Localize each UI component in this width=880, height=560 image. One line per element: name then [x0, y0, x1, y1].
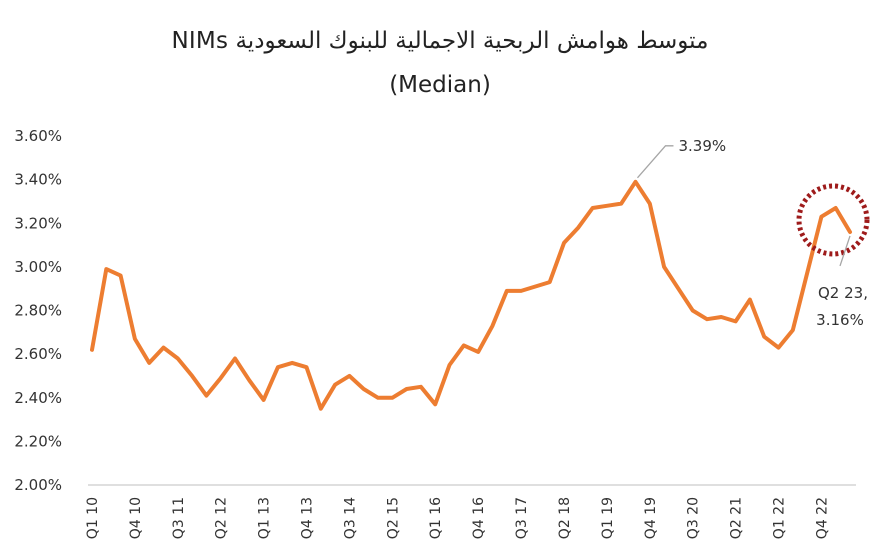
annotation-layer: 3.39% Q2 23, 3.16% [636, 137, 870, 329]
x-tick-label: Q3 14 [342, 497, 358, 539]
x-tick-label: Q3 20 [686, 497, 702, 539]
series-layer [90, 179, 852, 411]
x-tick-label: Q4 13 [300, 497, 316, 539]
x-tick-label: Q1 16 [428, 497, 444, 539]
x-tick-label: Q1 22 [771, 497, 787, 539]
chart-title: متوسط هوامش الربحية الاجمالية للبنوك الس… [171, 28, 709, 54]
y-tick-label: 3.00% [14, 258, 62, 276]
y-tick-label: 2.80% [14, 302, 62, 320]
highlight-circle [796, 183, 870, 257]
x-tick-label: Q1 13 [257, 497, 273, 539]
x-tick-label: Q3 17 [514, 497, 530, 539]
chart-title-block: متوسط هوامش الربحية الاجمالية للبنوك الس… [0, 0, 880, 100]
x-tick-label: Q4 22 [814, 497, 830, 539]
y-tick-label: 2.60% [14, 345, 62, 363]
series-line [90, 179, 852, 411]
y-tick-label: 3.60% [14, 127, 62, 145]
chart-subtitle: (Median) [389, 72, 491, 98]
x-tick-label: Q2 18 [557, 497, 573, 539]
last-point-leader-line [839, 235, 851, 267]
y-tick-label: 2.40% [14, 389, 62, 407]
x-tick-label: Q1 10 [85, 497, 101, 539]
peak-label: 3.39% [678, 137, 726, 155]
y-tick-label: 2.20% [14, 432, 62, 450]
x-tick-label: Q4 19 [643, 497, 659, 539]
last-point-label-value: 3.16% [816, 311, 864, 329]
peak-leader-line [636, 145, 674, 179]
y-tick-label: 3.40% [14, 171, 62, 189]
last-point-label-period: Q2 23, [818, 284, 868, 302]
x-axis: Q1 10 Q4 10 Q3 11 Q2 12 Q1 13 Q4 13 Q3 14 Q2 15… [85, 484, 856, 539]
x-tick-label: Q3 11 [171, 497, 187, 539]
y-axis: 2.00% 2.20% 2.40% 2.60% 2.80% 3.00% 3.20% 3.40%… [14, 127, 62, 494]
x-tick-label: Q2 15 [385, 497, 401, 539]
x-tick-label: Q2 12 [214, 497, 230, 539]
y-tick-label: 2.00% [14, 476, 62, 494]
x-tick-label: Q4 10 [128, 497, 144, 539]
x-tick-label: Q1 19 [600, 497, 616, 539]
x-tick-label: Q2 21 [729, 497, 745, 539]
x-tick-label: Q4 16 [471, 497, 487, 539]
y-tick-label: 3.20% [14, 214, 62, 232]
